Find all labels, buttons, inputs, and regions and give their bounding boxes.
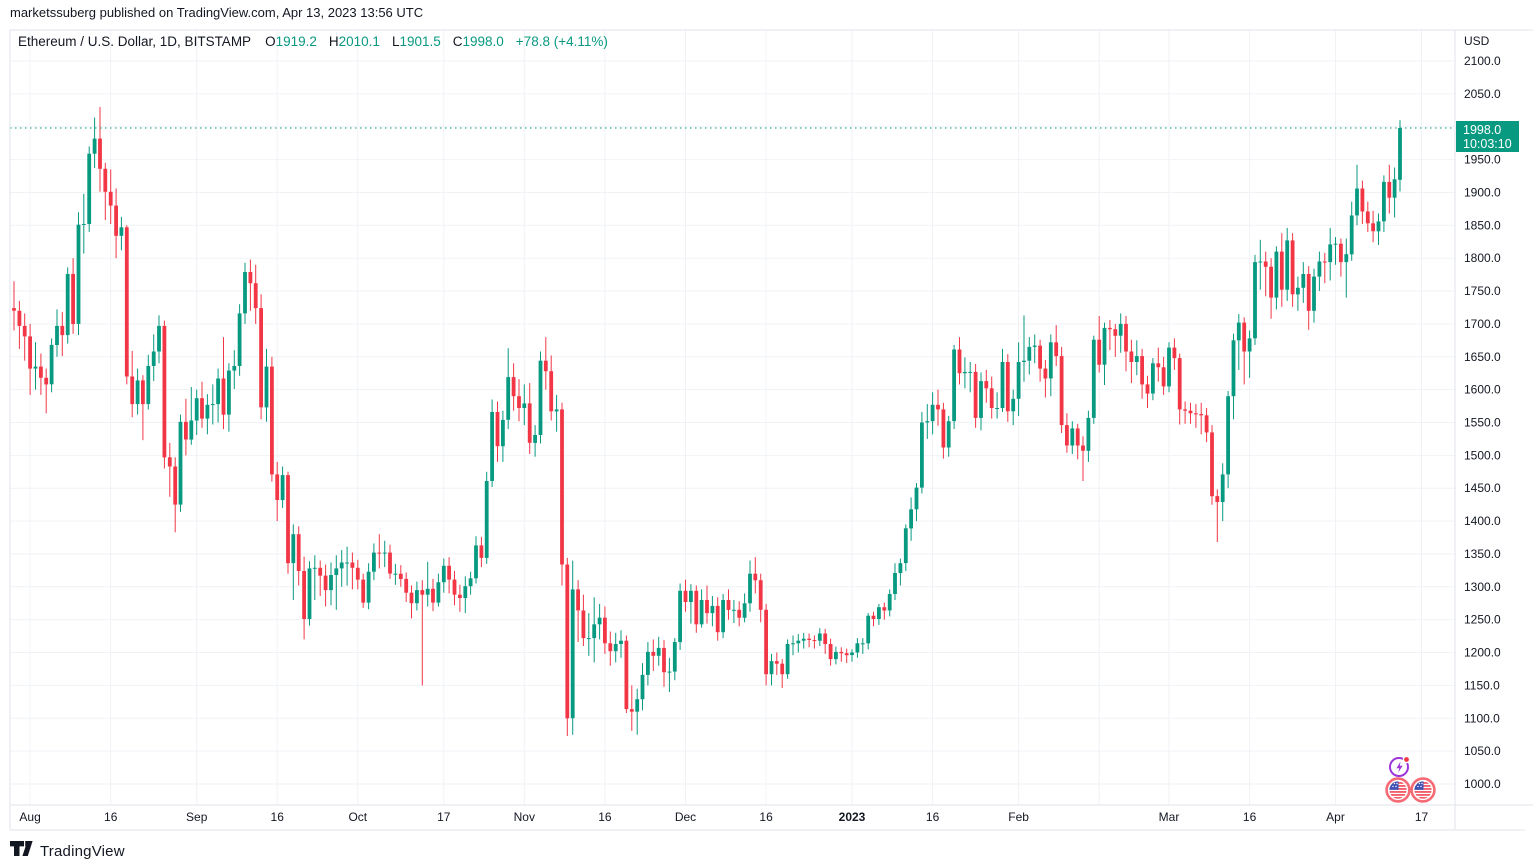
svg-text:1450.0: 1450.0 <box>1464 481 1501 495</box>
svg-text:1850.0: 1850.0 <box>1464 218 1501 232</box>
svg-text:1650.0: 1650.0 <box>1464 350 1501 364</box>
svg-text:1350.0: 1350.0 <box>1464 547 1501 561</box>
us-economic-event-icon[interactable] <box>1385 777 1411 803</box>
symbol-legend: Ethereum / U.S. Dollar, 1D, BITSTAMP O19… <box>18 34 608 49</box>
svg-text:17: 17 <box>1415 810 1429 824</box>
svg-text:2100.0: 2100.0 <box>1464 54 1501 68</box>
svg-text:1550.0: 1550.0 <box>1464 416 1501 430</box>
svg-text:1100.0: 1100.0 <box>1464 711 1500 725</box>
svg-text:1250.0: 1250.0 <box>1464 613 1501 627</box>
svg-text:Mar: Mar <box>1159 810 1180 824</box>
svg-text:1700.0: 1700.0 <box>1464 317 1501 331</box>
svg-text:1800.0: 1800.0 <box>1464 251 1501 265</box>
svg-text:2023: 2023 <box>839 810 866 824</box>
svg-text:16: 16 <box>598 810 612 824</box>
open-value: O1919.2 <box>265 34 317 49</box>
svg-text:1900.0: 1900.0 <box>1464 186 1501 200</box>
candlestick-chart[interactable]: USD 1000.0 1050.0 1100.0 1150.0 1200.0 1250.0 1… <box>0 0 1533 835</box>
svg-text:16: 16 <box>759 810 773 824</box>
svg-text:Dec: Dec <box>675 810 696 824</box>
publish-attribution: marketssuberg published on TradingView.c… <box>10 5 424 20</box>
svg-text:16: 16 <box>104 810 118 824</box>
svg-text:Nov: Nov <box>514 810 535 824</box>
last-price-badge: 1998.0 10:03:10 <box>1456 121 1519 152</box>
svg-text:2050.0: 2050.0 <box>1464 87 1501 101</box>
svg-text:16: 16 <box>1243 810 1257 824</box>
svg-text:1300.0: 1300.0 <box>1464 580 1501 594</box>
svg-text:1500.0: 1500.0 <box>1464 448 1501 462</box>
svg-text:16: 16 <box>271 810 285 824</box>
footer-brand-label: TradingView <box>40 843 125 860</box>
change-value: +78.8 (+4.11%) <box>515 34 608 49</box>
svg-text:Aug: Aug <box>19 810 40 824</box>
svg-text:16: 16 <box>926 810 940 824</box>
svg-text:1600.0: 1600.0 <box>1464 383 1501 397</box>
svg-text:17: 17 <box>437 810 451 824</box>
tradingview-footer[interactable]: TradingView <box>10 841 125 862</box>
svg-text:1400.0: 1400.0 <box>1464 514 1501 528</box>
svg-text:1050.0: 1050.0 <box>1464 744 1501 758</box>
us-economic-event-icon[interactable] <box>1410 777 1436 803</box>
symbol-title[interactable]: Ethereum / U.S. Dollar, 1D, BITSTAMP <box>18 34 252 49</box>
svg-text:1950.0: 1950.0 <box>1464 153 1501 167</box>
svg-text:Sep: Sep <box>186 810 208 824</box>
svg-text:Feb: Feb <box>1008 810 1029 824</box>
close-value: C1998.0 <box>452 34 504 49</box>
svg-text:Apr: Apr <box>1326 810 1345 824</box>
svg-text:1000.0: 1000.0 <box>1464 777 1501 791</box>
last-price: 1998.0 <box>1463 123 1502 137</box>
svg-text:1200.0: 1200.0 <box>1464 646 1501 660</box>
svg-text:1150.0: 1150.0 <box>1464 678 1500 692</box>
svg-text:Oct: Oct <box>348 810 367 824</box>
low-value: L1901.5 <box>391 34 441 49</box>
svg-text:USD: USD <box>1464 34 1490 48</box>
bar-countdown: 10:03:10 <box>1463 137 1512 151</box>
high-value: H2010.1 <box>328 34 380 49</box>
tradingview-logo-icon <box>10 841 33 862</box>
svg-text:1750.0: 1750.0 <box>1464 284 1501 298</box>
stream-event-icon[interactable] <box>1387 753 1413 779</box>
